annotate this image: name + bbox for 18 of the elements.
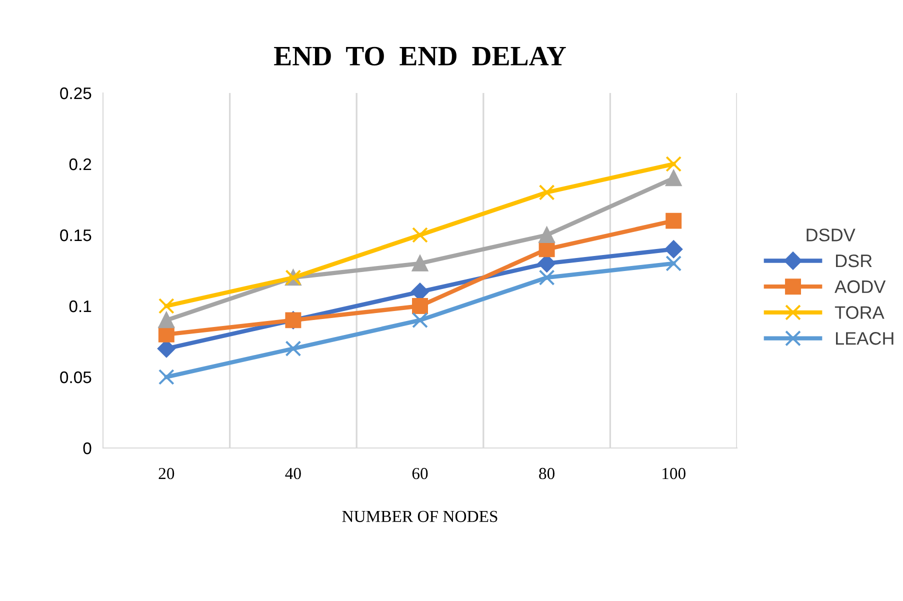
y-tick-label: 0.1 bbox=[69, 300, 92, 312]
y-tick-label: 0 bbox=[83, 442, 92, 454]
legend-label: DSR bbox=[836, 254, 872, 268]
y-tick-label: 0.15 bbox=[60, 229, 92, 242]
y-tick-label: 0.05 bbox=[60, 371, 92, 384]
y-tick-label: 0.25 bbox=[60, 87, 92, 100]
legend-title: DSDV bbox=[806, 228, 856, 242]
legend-label: AODV bbox=[834, 280, 886, 294]
y-tick-label: 0.2 bbox=[69, 158, 92, 170]
chart-title: END TO END DELAY bbox=[274, 46, 566, 66]
legend-label: TORA bbox=[834, 306, 884, 319]
x-tick-label: 60 bbox=[412, 468, 428, 480]
legend-label: LEACH bbox=[836, 332, 894, 345]
x-tick-label: 80 bbox=[539, 468, 554, 480]
x-tick-label: 100 bbox=[662, 468, 686, 480]
x-axis-title: NUMBER OF NODES bbox=[342, 510, 498, 522]
x-tick-label: 20 bbox=[158, 468, 174, 480]
x-tick-label: 40 bbox=[285, 468, 301, 480]
